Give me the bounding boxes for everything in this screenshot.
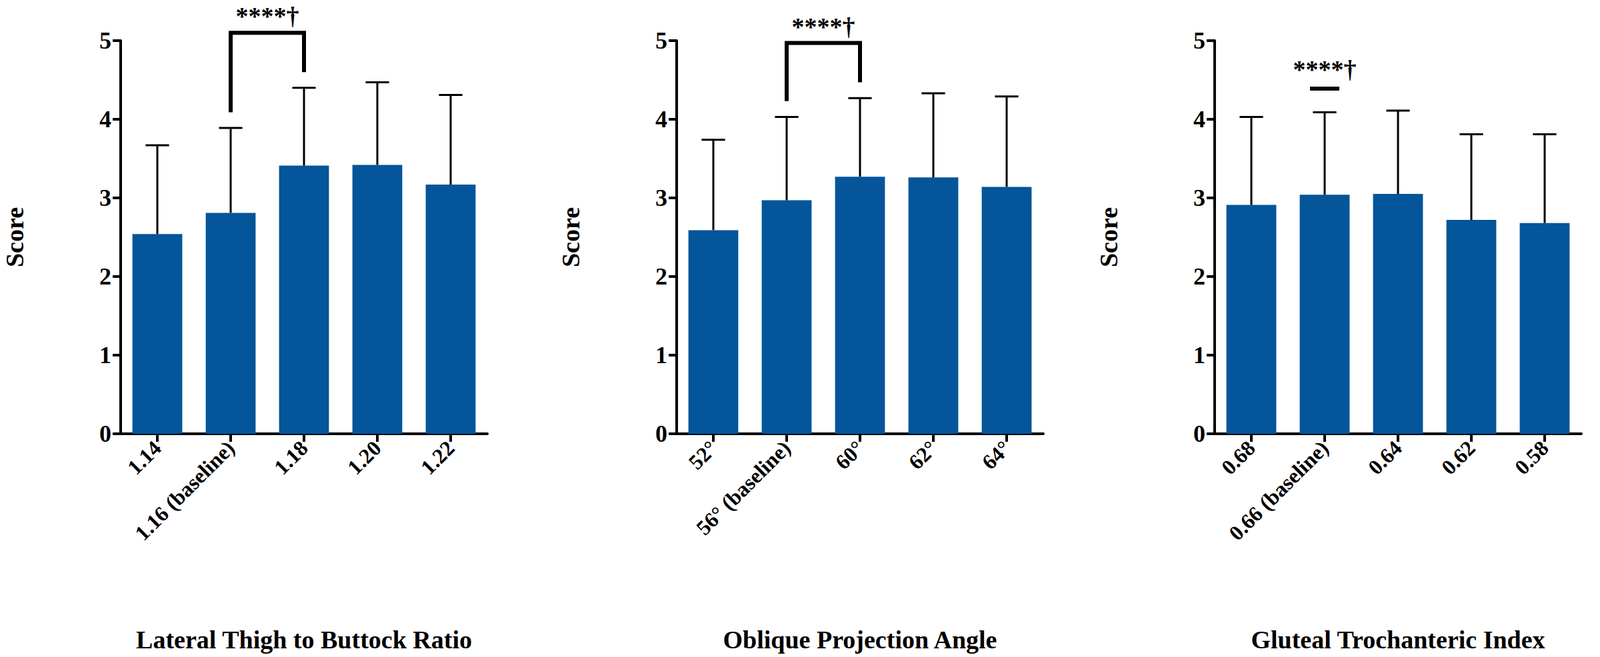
svg-text:62°: 62° <box>904 436 942 474</box>
svg-text:0.64: 0.64 <box>1363 436 1407 480</box>
svg-text:3: 3 <box>655 184 668 212</box>
svg-text:0.68: 0.68 <box>1216 436 1260 480</box>
svg-text:5: 5 <box>1193 27 1206 54</box>
svg-text:Score: Score <box>1094 207 1123 268</box>
svg-text:Score: Score <box>556 207 585 268</box>
svg-text:3: 3 <box>99 184 112 212</box>
svg-text:60°: 60° <box>830 436 869 474</box>
svg-text:52°: 52° <box>684 436 722 474</box>
svg-text:1.16 (baseline): 1.16 (baseline) <box>130 436 240 546</box>
svg-text:2: 2 <box>655 263 668 290</box>
svg-text:56° (baseline): 56° (baseline) <box>691 436 796 540</box>
svg-text:0: 0 <box>99 420 112 448</box>
svg-text:****†: ****† <box>792 12 856 41</box>
svg-text:2: 2 <box>1193 263 1206 290</box>
svg-text:****†: ****† <box>236 2 300 30</box>
svg-text:0.66 (baseline): 0.66 (baseline) <box>1224 436 1334 546</box>
svg-text:4: 4 <box>99 106 112 133</box>
svg-text:Oblique Projection Angle: Oblique Projection Angle <box>723 626 998 654</box>
svg-text:1.20: 1.20 <box>342 436 386 480</box>
svg-text:2: 2 <box>99 263 112 290</box>
svg-text:Score: Score <box>0 207 29 268</box>
svg-text:Gluteal Trochanteric Index: Gluteal Trochanteric Index <box>1250 626 1545 654</box>
svg-text:0: 0 <box>1193 420 1206 448</box>
svg-text:3: 3 <box>1193 184 1206 212</box>
svg-text:1: 1 <box>655 342 668 369</box>
svg-text:5: 5 <box>655 27 668 54</box>
svg-text:1.14: 1.14 <box>122 436 166 480</box>
svg-text:4: 4 <box>1193 106 1206 133</box>
svg-text:5: 5 <box>99 27 112 54</box>
svg-text:0: 0 <box>655 420 668 448</box>
svg-text:4: 4 <box>655 106 668 133</box>
svg-text:1: 1 <box>1193 342 1206 369</box>
svg-text:64°: 64° <box>977 436 1016 474</box>
svg-text:1: 1 <box>99 342 112 369</box>
svg-text:0.62: 0.62 <box>1436 436 1480 480</box>
svg-text:****†: ****† <box>1293 55 1357 84</box>
svg-text:1.22: 1.22 <box>416 436 460 480</box>
svg-text:0.58: 0.58 <box>1510 436 1554 480</box>
svg-text:Lateral Thigh to Buttock Ratio: Lateral Thigh to Buttock Ratio <box>136 626 472 654</box>
svg-text:1.18: 1.18 <box>269 436 313 480</box>
